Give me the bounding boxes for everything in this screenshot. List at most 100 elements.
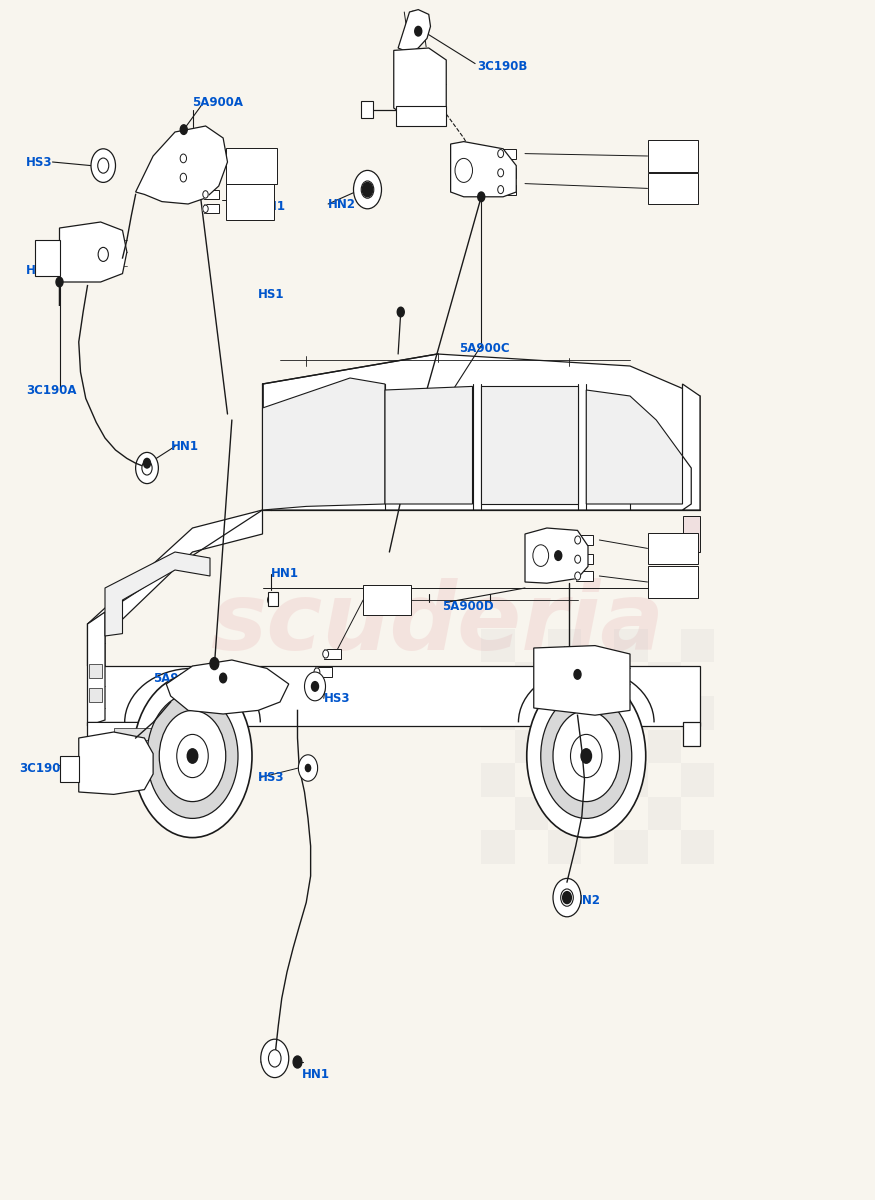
Circle shape: [555, 551, 562, 560]
Bar: [648, 566, 698, 598]
Circle shape: [498, 186, 504, 193]
Text: HN1: HN1: [258, 200, 286, 212]
Text: HN2: HN2: [573, 894, 601, 906]
Circle shape: [561, 889, 573, 906]
Text: HN1: HN1: [271, 568, 299, 580]
Bar: [226, 148, 276, 184]
Polygon shape: [88, 666, 700, 726]
Text: HS3: HS3: [26, 156, 52, 168]
Text: 5A900C: 5A900C: [459, 342, 510, 354]
Text: HS3: HS3: [26, 264, 52, 276]
Bar: [315, 667, 332, 677]
Bar: [648, 730, 681, 763]
Circle shape: [498, 150, 504, 157]
Text: HN2: HN2: [328, 198, 356, 210]
Circle shape: [147, 694, 238, 818]
Circle shape: [362, 182, 373, 197]
Circle shape: [354, 170, 382, 209]
Circle shape: [203, 191, 208, 198]
Bar: [548, 696, 581, 730]
Circle shape: [575, 556, 581, 563]
Bar: [648, 533, 698, 564]
Circle shape: [553, 878, 581, 917]
Circle shape: [304, 672, 326, 701]
Bar: [481, 830, 514, 864]
Polygon shape: [88, 612, 105, 726]
Circle shape: [397, 307, 404, 317]
Circle shape: [323, 650, 329, 658]
Circle shape: [314, 668, 320, 676]
Circle shape: [563, 892, 571, 904]
Bar: [581, 662, 614, 696]
Bar: [576, 571, 593, 581]
Polygon shape: [166, 660, 289, 714]
Circle shape: [92, 239, 115, 270]
Bar: [681, 696, 714, 730]
Text: HS1: HS1: [669, 186, 696, 198]
Bar: [648, 140, 698, 172]
Bar: [114, 728, 166, 740]
Polygon shape: [79, 732, 153, 794]
Bar: [514, 662, 548, 696]
Circle shape: [415, 26, 422, 36]
Polygon shape: [525, 528, 588, 583]
Circle shape: [98, 158, 108, 173]
Circle shape: [323, 650, 329, 658]
Text: HS1: HS1: [363, 596, 389, 608]
Text: 3C190A: 3C190A: [26, 384, 77, 396]
Circle shape: [312, 682, 318, 691]
Circle shape: [142, 461, 152, 475]
Text: HS2: HS2: [669, 150, 696, 162]
Polygon shape: [35, 240, 60, 276]
Bar: [681, 830, 714, 864]
Bar: [268, 592, 278, 606]
Circle shape: [180, 173, 186, 182]
Circle shape: [570, 734, 602, 778]
Circle shape: [575, 572, 581, 580]
Circle shape: [305, 764, 311, 772]
Bar: [324, 649, 341, 659]
Text: scuderia: scuderia: [211, 578, 664, 670]
Circle shape: [575, 536, 581, 544]
Bar: [648, 173, 698, 204]
Circle shape: [298, 755, 318, 781]
Bar: [226, 184, 274, 220]
Bar: [514, 797, 548, 830]
Text: 3C190A: 3C190A: [19, 762, 70, 774]
Bar: [363, 584, 411, 614]
Circle shape: [553, 710, 620, 802]
Bar: [614, 763, 648, 797]
Text: HN1: HN1: [302, 1068, 330, 1080]
Polygon shape: [586, 390, 682, 504]
Circle shape: [220, 673, 227, 683]
Circle shape: [575, 536, 581, 544]
Bar: [681, 629, 714, 662]
Bar: [182, 172, 200, 184]
Circle shape: [498, 169, 504, 176]
Bar: [499, 185, 516, 194]
Bar: [648, 662, 681, 696]
Bar: [204, 190, 220, 199]
Bar: [481, 629, 514, 662]
Circle shape: [180, 154, 186, 163]
Polygon shape: [682, 722, 700, 746]
Polygon shape: [394, 48, 446, 120]
Circle shape: [187, 749, 198, 763]
Bar: [182, 152, 200, 164]
Polygon shape: [60, 222, 127, 306]
Text: HS3: HS3: [258, 772, 284, 784]
Circle shape: [541, 694, 632, 818]
Bar: [614, 830, 648, 864]
Bar: [548, 830, 581, 864]
Polygon shape: [481, 386, 578, 504]
Polygon shape: [534, 646, 630, 715]
Polygon shape: [88, 722, 245, 744]
Polygon shape: [396, 106, 446, 126]
Text: HS3: HS3: [324, 692, 350, 704]
Circle shape: [133, 674, 252, 838]
Polygon shape: [451, 142, 516, 197]
Circle shape: [91, 149, 116, 182]
Text: 5A900A: 5A900A: [192, 96, 243, 108]
Bar: [360, 101, 373, 118]
Text: 5A900B: 5A900B: [153, 672, 204, 684]
